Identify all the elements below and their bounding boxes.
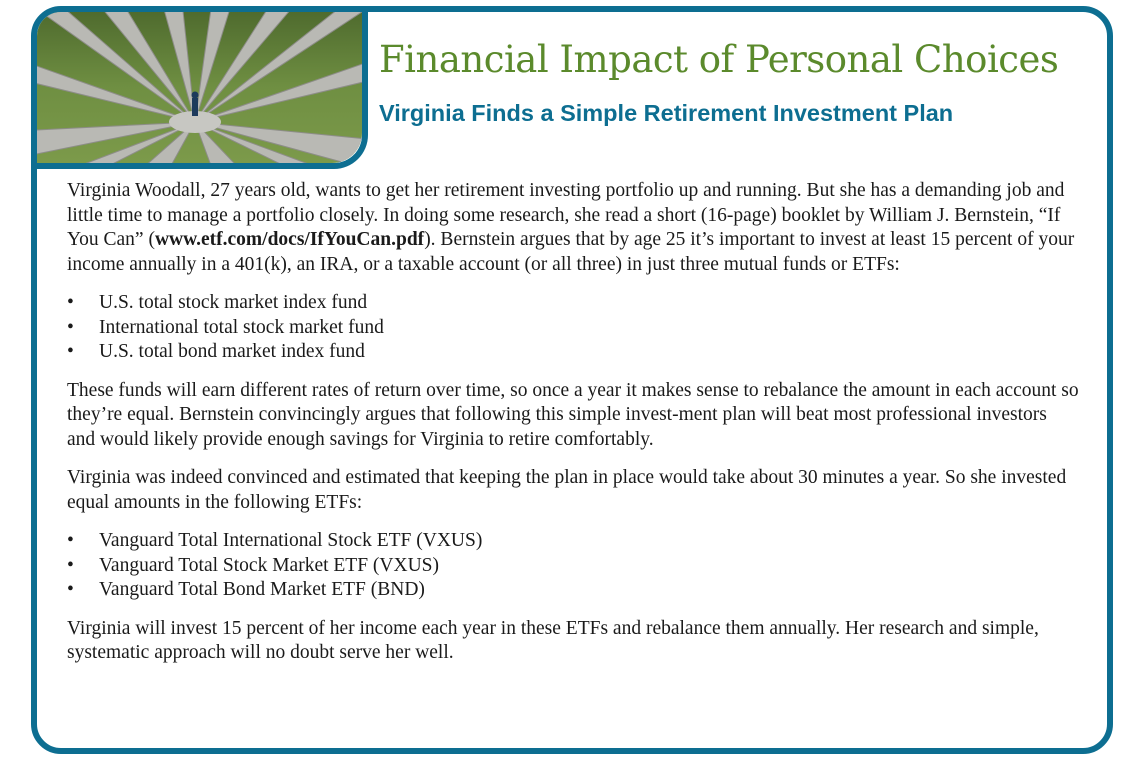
bullet-icon: • xyxy=(67,291,74,316)
etf-list: • Vanguard Total International Stock ETF … xyxy=(67,529,1079,603)
feature-content: Virginia Woodall, 27 years old, wants to… xyxy=(67,179,1079,680)
bullet-icon: • xyxy=(67,340,74,365)
list-item: • U.S. total stock market index fund xyxy=(67,291,1079,316)
bullet-icon: • xyxy=(67,529,74,554)
list-item-text: Vanguard Total Bond Market ETF (BND) xyxy=(99,579,425,600)
list-item-text: U.S. total bond market index fund xyxy=(99,341,365,362)
bullet-icon: • xyxy=(67,316,74,341)
list-item-text: Vanguard Total International Stock ETF (… xyxy=(99,530,482,551)
crossroads-illustration xyxy=(37,12,362,163)
crossroads-photo xyxy=(37,12,362,163)
paragraph-conclusion: Virginia will invest 15 percent of her i… xyxy=(67,617,1079,666)
list-item: • Vanguard Total International Stock ETF … xyxy=(67,529,1079,554)
list-item: • International total stock market fund xyxy=(67,316,1079,341)
fund-list: • U.S. total stock market index fund • Int… xyxy=(67,291,1079,365)
list-item-text: International total stock market fund xyxy=(99,317,384,338)
list-item-text: U.S. total stock market index fund xyxy=(99,292,367,313)
paragraph-convinced: Virginia was indeed convinced and estima… xyxy=(67,466,1079,515)
paragraph-rebalance: These funds will earn different rates of… xyxy=(67,379,1079,453)
list-item: • U.S. total bond market index fund xyxy=(67,340,1079,365)
list-item: • Vanguard Total Bond Market ETF (BND) xyxy=(67,578,1079,603)
feature-title: Financial Impact of Personal Choices xyxy=(379,38,1058,81)
bullet-icon: • xyxy=(67,554,74,579)
booklet-link[interactable]: www.etf.com/docs/IfYouCan.pdf xyxy=(155,229,424,250)
paragraph-intro: Virginia Woodall, 27 years old, wants to… xyxy=(67,179,1079,277)
bullet-icon: • xyxy=(67,578,74,603)
feature-box: Financial Impact of Personal Choices Vir… xyxy=(31,6,1113,754)
list-item: • Vanguard Total Stock Market ETF (VXUS) xyxy=(67,554,1079,579)
list-item-text: Vanguard Total Stock Market ETF (VXUS) xyxy=(99,555,439,576)
feature-subtitle: Virginia Finds a Simple Retirement Inves… xyxy=(379,100,953,127)
